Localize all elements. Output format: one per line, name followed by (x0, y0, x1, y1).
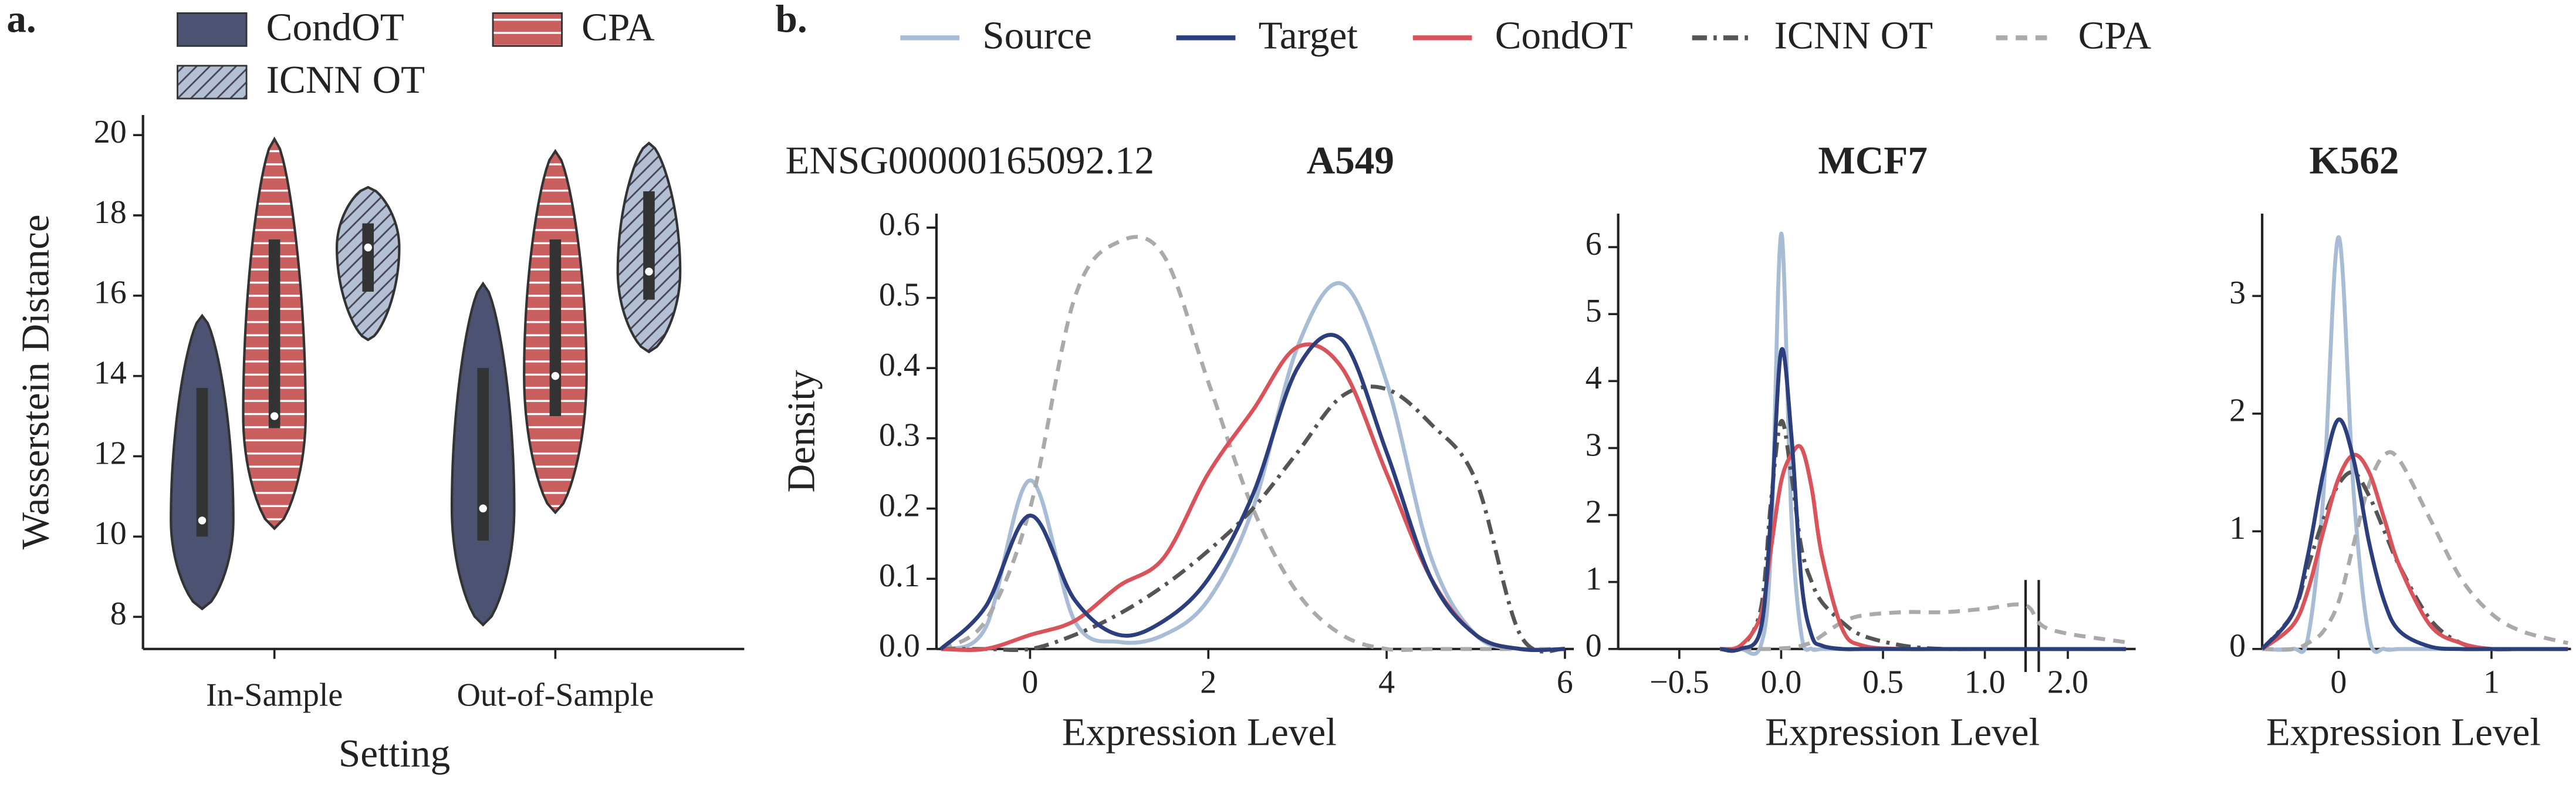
y-tick-label: 0.5 (879, 276, 920, 313)
y-tick-label: 1 (2229, 510, 2246, 546)
legend-label: CPA (2078, 13, 2152, 58)
legend-swatch (492, 12, 563, 47)
violin-median (479, 504, 487, 513)
legend-label: ICNN OT (266, 58, 425, 102)
x-tick-label: 4 (1378, 664, 1395, 700)
y-tick-label: 0.2 (879, 487, 920, 523)
y-tick-label: 2 (2229, 393, 2246, 429)
y-tick-label: 0.0 (879, 628, 920, 664)
violin-median (551, 371, 560, 380)
y-tick-label: 3 (1586, 427, 1602, 463)
y-tick-label: 12 (94, 435, 127, 471)
x-tick-label: In-Sample (206, 677, 343, 714)
y-tick-label: 18 (94, 194, 127, 231)
density-curve (941, 384, 1566, 654)
y-tick-label: 1 (1586, 561, 1602, 597)
x-tick-label: −0.5 (1649, 664, 1709, 700)
y-tick-label: 16 (94, 275, 127, 311)
violin-median (364, 244, 372, 252)
legend-swatch (177, 12, 248, 47)
x-tick-label: 2.0 (2047, 664, 2088, 700)
density-curve (2260, 417, 2568, 651)
density-curve (1719, 444, 2127, 651)
y-tick-label: 5 (1586, 293, 1602, 329)
x-tick-label: Out-of-Sample (457, 677, 654, 714)
x-tick-label: 1.0 (1965, 664, 2006, 700)
subplot-title: A549 (1307, 138, 1394, 182)
density-curve (939, 235, 1565, 652)
violin-median (270, 412, 279, 420)
density-curve (1719, 419, 2127, 653)
y-tick-label: 4 (1586, 360, 1602, 396)
subplot-title: MCF7 (1818, 138, 1928, 182)
y-tick-label: 2 (1586, 494, 1602, 530)
x-axis-label: Expression Level (1062, 710, 1337, 754)
legend-label: Source (982, 13, 1092, 58)
panel-label: b. (776, 0, 807, 41)
legend-swatch (177, 65, 248, 100)
y-tick-label: 20 (94, 114, 127, 150)
x-tick-label: 6 (1557, 664, 1573, 700)
x-tick-label: 0 (1022, 664, 1038, 700)
y-tick-label: 0.6 (879, 207, 920, 243)
legend-label: CondOT (1495, 13, 1633, 58)
panel-label: a. (6, 0, 36, 41)
x-tick-label: 0.5 (1862, 664, 1904, 700)
y-tick-label: 0 (1586, 628, 1602, 664)
y-tick-label: 0.4 (879, 347, 920, 383)
x-tick-label: 0 (2330, 664, 2347, 700)
x-tick-label: 2 (1200, 664, 1216, 700)
x-tick-label: 1 (2483, 664, 2500, 700)
y-tick-label: 3 (2229, 275, 2246, 311)
legend-label: Target (1259, 13, 1358, 58)
legend-label: CondOT (266, 5, 404, 49)
density-curve (2260, 470, 2568, 651)
y-tick-label: 14 (94, 354, 127, 391)
y-tick-label: 0 (2229, 628, 2246, 664)
y-axis-label: Density (779, 370, 823, 492)
x-axis-label: Expression Level (1765, 710, 2040, 754)
density-curve (939, 333, 1565, 652)
density-curve (1720, 231, 2127, 656)
legend-label: ICNN OT (1774, 13, 1933, 58)
y-tick-label: 6 (1586, 226, 1602, 262)
legend-label: CPA (582, 5, 655, 49)
y-tick-label: 0.1 (879, 558, 920, 594)
x-axis-label: Expression Level (2266, 710, 2541, 754)
y-axis-label: Wasserstein Distance (13, 214, 58, 549)
subplot-title: K562 (2309, 138, 2399, 182)
x-axis-label: Setting (339, 731, 450, 775)
density-curve (2262, 450, 2569, 651)
y-tick-label: 0.3 (879, 417, 920, 454)
x-tick-label: 0.0 (1760, 664, 1801, 700)
y-tick-label: 8 (110, 596, 127, 632)
gene-annotation: ENSG00000165092.12 (785, 138, 1154, 182)
density-curve (1720, 347, 2127, 653)
density-curve (1720, 602, 2127, 651)
y-tick-label: 10 (94, 515, 127, 552)
violin-median (645, 268, 653, 276)
violin-median (198, 516, 207, 525)
